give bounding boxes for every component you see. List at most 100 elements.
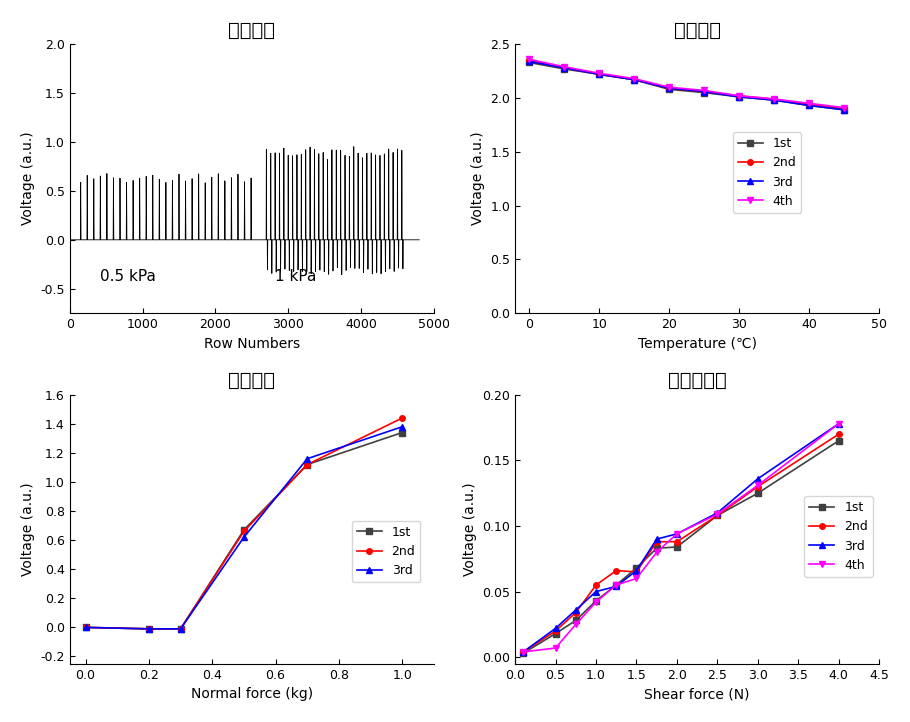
3rd: [834, 419, 844, 428]
1st: [238, 526, 249, 534]
Y-axis label: Voltage (a.u.): Voltage (a.u.): [470, 132, 485, 225]
3rd: [769, 96, 780, 105]
3rd: [593, 70, 604, 79]
4th: [672, 529, 682, 538]
4th: [753, 481, 763, 490]
2nd: [839, 105, 850, 113]
4th: [733, 92, 744, 100]
Line: 3rd: 3rd: [526, 58, 847, 113]
Y-axis label: Voltage (a.u.): Voltage (a.u.): [21, 482, 35, 576]
1st: [672, 543, 682, 552]
Title: 전단력센서: 전단력센서: [668, 371, 726, 391]
3rd: [302, 454, 313, 463]
2nd: [302, 460, 313, 469]
2nd: [631, 567, 642, 576]
3rd: [733, 92, 744, 101]
Line: 3rd: 3rd: [521, 421, 842, 655]
Legend: 1st, 2nd, 3rd, 4th: 1st, 2nd, 3rd, 4th: [804, 496, 873, 577]
2nd: [144, 625, 155, 633]
Text: 1 kPa: 1 kPa: [275, 269, 316, 284]
2nd: [551, 627, 561, 635]
4th: [769, 95, 780, 103]
1st: [593, 70, 604, 79]
2nd: [652, 537, 662, 546]
1st: [804, 101, 814, 110]
4th: [629, 74, 640, 83]
4th: [523, 55, 534, 64]
1st: [631, 564, 642, 573]
2nd: [629, 75, 640, 84]
1st: [571, 616, 581, 625]
3rd: [397, 422, 408, 431]
X-axis label: Shear force (N): Shear force (N): [644, 687, 750, 701]
4th: [593, 69, 604, 77]
4th: [518, 648, 529, 656]
1st: [559, 64, 570, 73]
4th: [631, 574, 642, 583]
3rd: [238, 533, 249, 542]
3rd: [559, 64, 570, 72]
4th: [611, 580, 622, 589]
3rd: [753, 474, 763, 483]
1st: [663, 85, 674, 94]
3rd: [712, 508, 723, 517]
Line: 1st: 1st: [521, 438, 842, 656]
2nd: [80, 623, 91, 632]
3rd: [523, 57, 534, 66]
2nd: [753, 482, 763, 491]
3rd: [839, 105, 850, 114]
Title: 압력센서: 압력센서: [228, 371, 276, 391]
Y-axis label: Voltage (a.u.): Voltage (a.u.): [462, 482, 477, 576]
X-axis label: Row Numbers: Row Numbers: [204, 336, 300, 351]
2nd: [238, 527, 249, 536]
Legend: 1st, 2nd, 3rd, 4th: 1st, 2nd, 3rd, 4th: [733, 132, 802, 213]
4th: [663, 83, 674, 92]
1st: [551, 630, 561, 638]
Title: 온도센서: 온도센서: [673, 21, 721, 40]
Line: 3rd: 3rd: [83, 424, 405, 632]
1st: [591, 596, 602, 605]
2nd: [733, 92, 744, 100]
2nd: [523, 56, 534, 65]
2nd: [175, 625, 186, 633]
X-axis label: Normal force (kg): Normal force (kg): [191, 687, 313, 701]
4th: [652, 548, 662, 557]
1st: [834, 436, 844, 445]
2nd: [593, 70, 604, 79]
Line: 4th: 4th: [526, 56, 847, 110]
4th: [804, 99, 814, 108]
1st: [518, 649, 529, 658]
Line: 2nd: 2nd: [83, 415, 405, 632]
Line: 1st: 1st: [526, 60, 847, 113]
3rd: [144, 625, 155, 633]
2nd: [397, 414, 408, 422]
Line: 1st: 1st: [83, 430, 405, 632]
3rd: [652, 535, 662, 544]
1st: [753, 489, 763, 497]
1st: [80, 623, 91, 632]
3rd: [591, 587, 602, 596]
2nd: [663, 84, 674, 92]
2nd: [571, 608, 581, 617]
1st: [175, 625, 186, 633]
3rd: [175, 625, 186, 633]
1st: [839, 105, 850, 114]
1st: [712, 511, 723, 520]
2nd: [559, 64, 570, 72]
2nd: [518, 648, 529, 656]
3rd: [699, 87, 710, 96]
Legend: 1st, 2nd, 3rd: 1st, 2nd, 3rd: [351, 521, 420, 582]
3rd: [804, 101, 814, 110]
4th: [571, 620, 581, 629]
2nd: [712, 511, 723, 520]
4th: [551, 644, 561, 653]
1st: [302, 460, 313, 469]
3rd: [611, 582, 622, 591]
4th: [559, 62, 570, 71]
1st: [769, 96, 780, 105]
1st: [611, 580, 622, 589]
4th: [699, 86, 710, 95]
3rd: [80, 623, 91, 632]
Title: 진동센서: 진동센서: [228, 21, 276, 40]
3rd: [571, 606, 581, 614]
